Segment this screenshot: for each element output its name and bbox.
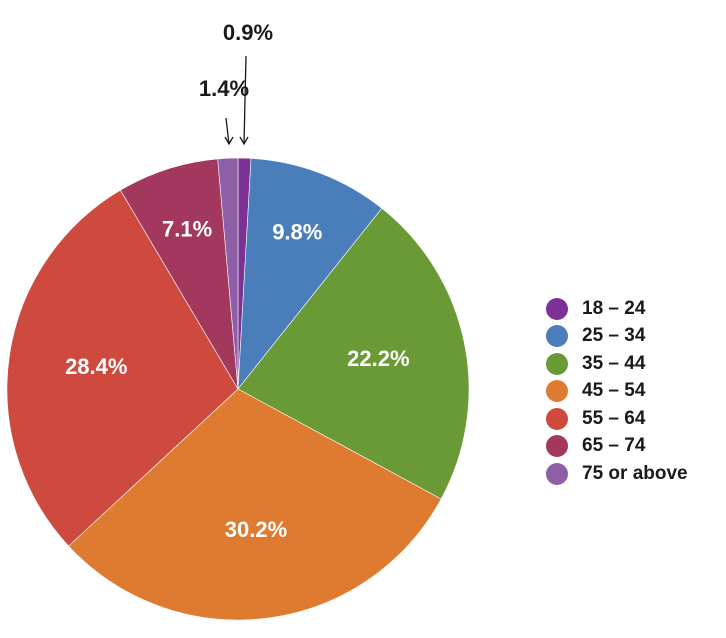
pie-slice [120, 158, 239, 390]
legend-swatch [546, 352, 568, 375]
callout-arrow [225, 117, 230, 145]
pie-callouts: 0.9% 1.4% [199, 20, 273, 146]
legend-item: 25 – 34 [546, 323, 721, 351]
legend-swatch [546, 435, 568, 458]
legend: 18 – 24 25 – 34 35 – 44 45 – 54 55 – 64 … [546, 295, 721, 488]
callout-arrowhead [224, 136, 234, 146]
legend-swatch [546, 297, 568, 320]
slice-value-label: 1.4% [199, 76, 249, 101]
pie-slice-labels: 9.8% 22.2% 30.2% 28.4% 7.1% [65, 216, 409, 541]
legend-swatch [546, 462, 568, 485]
pie-slice [217, 157, 239, 390]
pie-slice [237, 158, 383, 390]
pie-slices [6, 157, 470, 621]
pie-slice [237, 207, 470, 500]
legend-label: 35 – 44 [582, 352, 646, 374]
legend-item: 65 – 74 [546, 433, 721, 461]
legend-label: 55 – 64 [582, 407, 646, 429]
slice-value-label: 9.8% [272, 219, 322, 244]
slice-value-label: 22.2% [347, 346, 409, 371]
slice-value-label: 30.2% [225, 517, 287, 542]
legend-item: 45 – 54 [546, 378, 721, 406]
callout-arrow [243, 55, 247, 145]
slice-value-label: 7.1% [162, 216, 212, 241]
legend-swatch [546, 380, 568, 403]
legend-label: 18 – 24 [582, 297, 646, 319]
legend-swatch [546, 407, 568, 430]
legend-item: 35 – 44 [546, 350, 721, 378]
legend-label: 25 – 34 [582, 325, 646, 347]
legend-label: 65 – 74 [582, 435, 646, 457]
legend-item: 55 – 64 [546, 405, 721, 433]
legend-item: 75 or above [546, 460, 721, 488]
pie-slice [6, 189, 239, 547]
callout-arrowhead [239, 136, 249, 146]
legend-swatch [546, 325, 568, 348]
legend-item: 18 – 24 [546, 295, 721, 323]
pie-slice [68, 388, 442, 621]
legend-label: 45 – 54 [582, 380, 646, 402]
legend-label: 75 or above [582, 462, 688, 484]
slice-value-label: 0.9% [223, 20, 273, 45]
slice-value-label: 28.4% [65, 354, 127, 379]
